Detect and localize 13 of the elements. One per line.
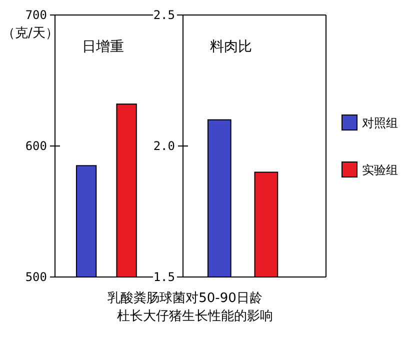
- legend-label: 实验组: [362, 163, 398, 178]
- y-tick-label: 700: [25, 8, 47, 22]
- y-tick-label: 600: [25, 139, 47, 154]
- text: 料肉比: [210, 39, 252, 55]
- y-tick-label: 500: [25, 270, 47, 284]
- y-tick-label: 2.5: [153, 8, 175, 22]
- legend-label: 对照组: [362, 116, 398, 130]
- y-axis-title: （克/天）: [2, 26, 58, 41]
- y-tick-label: 1.5: [153, 270, 175, 284]
- text: 乳酸粪肠球菌对50-90日龄: [108, 291, 262, 306]
- text: 日增重: [82, 39, 124, 55]
- y-tick-label: 2.0: [153, 139, 175, 154]
- text: 杜长大仔猪生长性能的影响: [117, 309, 273, 324]
